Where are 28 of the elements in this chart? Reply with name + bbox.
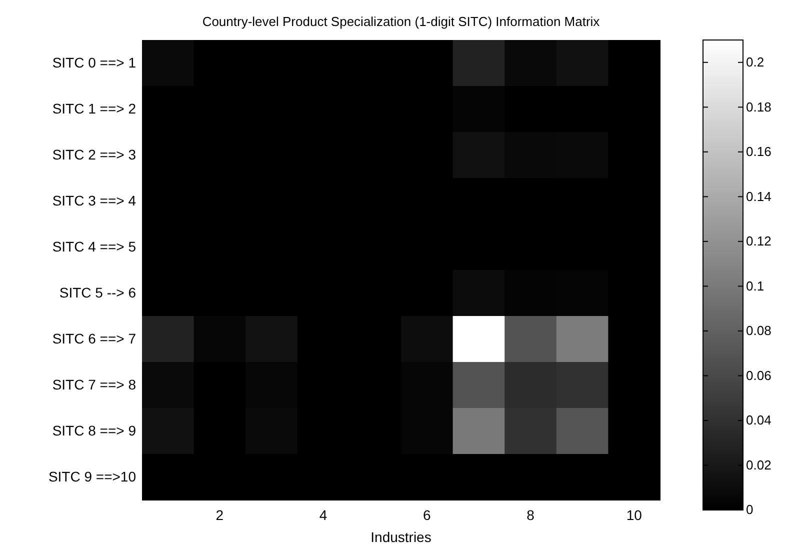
x-tick-label: 8 xyxy=(526,506,535,523)
x-axis-title: Industries xyxy=(370,529,432,545)
x-tick-label: 10 xyxy=(626,506,642,523)
y-tick-label: SITC 9 ==>10 xyxy=(48,468,136,484)
x-tick-label: 6 xyxy=(423,506,431,523)
color-bar-label: 0.1 xyxy=(746,278,764,294)
chart-title: Country-level Product Specialization (1-digit SITC) Information Matrix xyxy=(202,14,600,29)
y-tick-label: SITC 1 ==> 2 xyxy=(52,100,136,116)
y-tick-label: SITC 3 ==> 4 xyxy=(52,192,136,208)
color-bar-label: 0.14 xyxy=(746,188,772,204)
color-bar-label: 0.2 xyxy=(746,54,764,70)
color-bar-label: 0.08 xyxy=(746,323,772,338)
y-tick-label: SITC 7 ==> 8 xyxy=(52,376,136,392)
color-bar-label: 0.12 xyxy=(746,234,772,249)
y-tick-label: SITC 2 ==> 3 xyxy=(52,146,136,162)
x-tick-label: 2 xyxy=(216,506,224,523)
color-bar-label: 0.06 xyxy=(746,368,772,383)
x-tick-label: 4 xyxy=(319,506,328,523)
color-bar-label: 0 xyxy=(746,502,754,518)
color-bar-label: 0.02 xyxy=(746,457,772,472)
y-tick-label: SITC 0 ==> 1 xyxy=(52,54,136,70)
color-bar-label: 0.04 xyxy=(746,412,772,428)
y-tick-label: SITC 4 ==> 5 xyxy=(52,238,136,254)
color-bar-label: 0.18 xyxy=(746,99,772,114)
color-bar-label: 0.16 xyxy=(746,144,772,160)
y-tick-label: SITC 5 --> 6 xyxy=(59,284,136,300)
y-tick-label: SITC 6 ==> 7 xyxy=(52,330,136,346)
y-tick-label: SITC 8 ==> 9 xyxy=(52,422,136,438)
